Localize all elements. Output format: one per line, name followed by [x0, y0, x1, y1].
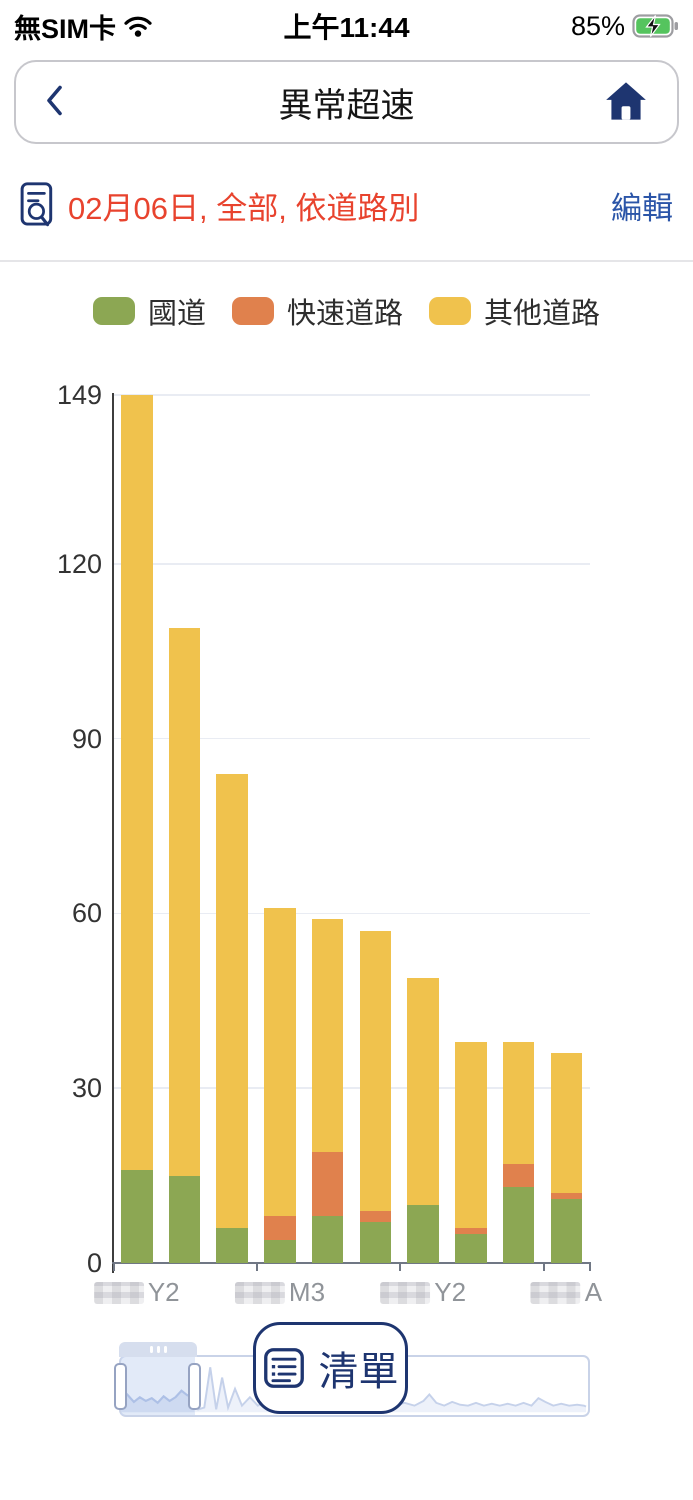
legend-item-2[interactable]: 其他道路	[429, 290, 600, 332]
grip-dot	[163, 1346, 167, 1353]
x-axis-tick	[399, 1263, 402, 1271]
home-icon	[606, 81, 646, 120]
navigator-selection[interactable]	[121, 1357, 195, 1415]
bar-segment-national-road[interactable]	[121, 1169, 153, 1263]
y-axis-line	[112, 393, 114, 1273]
battery-percent: 85%	[570, 10, 625, 41]
x-axis-label: A	[530, 1277, 603, 1308]
bar-segment-national-road[interactable]	[311, 1216, 344, 1263]
gridline	[113, 737, 590, 740]
bar-segment-other-road[interactable]	[550, 1053, 583, 1194]
legend-label: 快速道路	[286, 298, 403, 330]
bar-segment-other-road[interactable]	[502, 1041, 535, 1164]
legend-item-0[interactable]: 國道	[92, 290, 206, 332]
bar-segment-expressway[interactable]	[311, 1152, 344, 1217]
bar-segment-national-road[interactable]	[407, 1204, 439, 1263]
wifi-icon	[124, 16, 152, 37]
divider	[0, 260, 693, 262]
grip-dot	[156, 1346, 160, 1353]
legend-swatch	[429, 297, 471, 325]
edit-button[interactable]: 編輯	[611, 183, 673, 228]
y-axis-label: 30	[71, 1073, 102, 1104]
home-button[interactable]	[601, 77, 651, 128]
navigator-drag-handle[interactable]	[119, 1342, 197, 1357]
back-button[interactable]	[42, 81, 67, 123]
carrier-label: 無SIM卡	[14, 13, 117, 44]
bar-segment-national-road[interactable]	[359, 1222, 392, 1263]
x-label-suffix: M3	[288, 1277, 326, 1307]
y-axis-label: 90	[71, 723, 102, 754]
chevron-left-icon	[47, 85, 62, 116]
x-label-suffix: Y2	[434, 1277, 467, 1307]
bar-segment-national-road[interactable]	[264, 1239, 296, 1263]
bar-segment-other-road[interactable]	[168, 628, 201, 1176]
gridline	[113, 563, 590, 565]
redacted-label-block	[93, 1281, 144, 1304]
redacted-label-block	[380, 1281, 431, 1304]
bar-segment-other-road[interactable]	[455, 1041, 487, 1229]
grip-dot	[149, 1346, 153, 1353]
legend-swatch	[92, 297, 135, 325]
x-label-suffix: A	[584, 1277, 603, 1307]
list-button[interactable]: 清單	[253, 1322, 408, 1414]
bar-segment-other-road[interactable]	[311, 919, 344, 1153]
battery-charging-icon	[632, 14, 678, 38]
bar-segment-expressway[interactable]	[455, 1228, 487, 1234]
x-axis-tick	[589, 1263, 591, 1271]
y-axis-label: 120	[56, 548, 102, 579]
legend-item-1[interactable]: 快速道路	[231, 290, 403, 332]
x-axis-label: Y2	[93, 1277, 180, 1308]
y-axis-label: 60	[71, 898, 102, 929]
legend-swatch	[231, 297, 274, 325]
report-search-icon	[20, 182, 53, 227]
bar-segment-other-road[interactable]	[264, 907, 296, 1217]
gridline	[113, 394, 590, 396]
x-axis-tick	[113, 1263, 115, 1271]
navigator-left-handle[interactable]	[114, 1363, 127, 1410]
x-axis-tick	[256, 1263, 259, 1271]
legend-label: 國道	[147, 298, 206, 330]
bar-segment-national-road[interactable]	[455, 1233, 487, 1263]
bar-segment-national-road[interactable]	[168, 1175, 201, 1263]
legend-label: 其他道路	[484, 298, 601, 330]
y-axis-label: 149	[56, 380, 102, 410]
gridline	[113, 1087, 590, 1089]
list-icon	[263, 1348, 304, 1388]
redacted-label-block	[530, 1281, 581, 1304]
bar-segment-other-road[interactable]	[121, 395, 153, 1170]
bar-segment-other-road[interactable]	[407, 977, 439, 1205]
redacted-label-block	[234, 1281, 285, 1304]
x-axis-label: M3	[234, 1277, 326, 1308]
y-axis-label: 0	[86, 1248, 102, 1278]
bar-segment-national-road[interactable]	[216, 1228, 248, 1263]
gridline	[113, 912, 590, 915]
filter-bar: 02月06日, 全部, 依道路別 編輯	[20, 174, 673, 236]
bar-segment-expressway[interactable]	[550, 1193, 583, 1199]
bar-segment-other-road[interactable]	[359, 930, 392, 1211]
navigator-right-handle[interactable]	[188, 1363, 201, 1410]
bar-segment-national-road[interactable]	[550, 1198, 583, 1263]
bar-segment-national-road[interactable]	[502, 1187, 535, 1263]
list-button-label: 清單	[318, 1350, 399, 1394]
x-axis-label: Y2	[380, 1277, 466, 1308]
chart-legend: 國道 快速道路 其他道路	[0, 290, 693, 332]
x-axis-line	[112, 1262, 591, 1264]
bar-segment-expressway[interactable]	[264, 1216, 296, 1240]
bar-segment-expressway[interactable]	[502, 1163, 535, 1188]
bar-segment-expressway[interactable]	[359, 1210, 392, 1223]
filter-summary: 02月06日, 全部, 依道路別	[68, 190, 420, 226]
bar-segment-other-road[interactable]	[216, 773, 248, 1229]
x-axis-tick	[542, 1263, 545, 1271]
x-label-suffix: Y2	[147, 1277, 180, 1307]
